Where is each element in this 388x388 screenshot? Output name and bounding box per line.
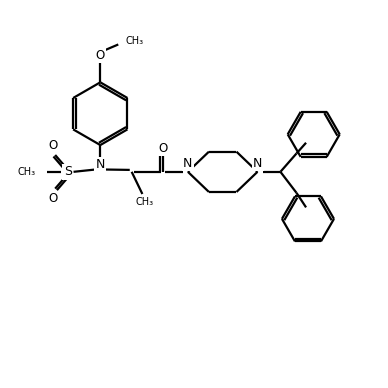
Text: O: O bbox=[96, 49, 105, 62]
Text: N: N bbox=[183, 157, 192, 170]
Text: N: N bbox=[95, 158, 105, 171]
Text: S: S bbox=[64, 165, 72, 178]
Text: CH₃: CH₃ bbox=[126, 36, 144, 46]
Text: N: N bbox=[253, 157, 263, 170]
Text: O: O bbox=[48, 192, 58, 205]
Text: CH₃: CH₃ bbox=[17, 167, 35, 177]
Text: O: O bbox=[158, 142, 168, 154]
Text: O: O bbox=[48, 139, 58, 152]
Text: CH₃: CH₃ bbox=[135, 197, 153, 208]
